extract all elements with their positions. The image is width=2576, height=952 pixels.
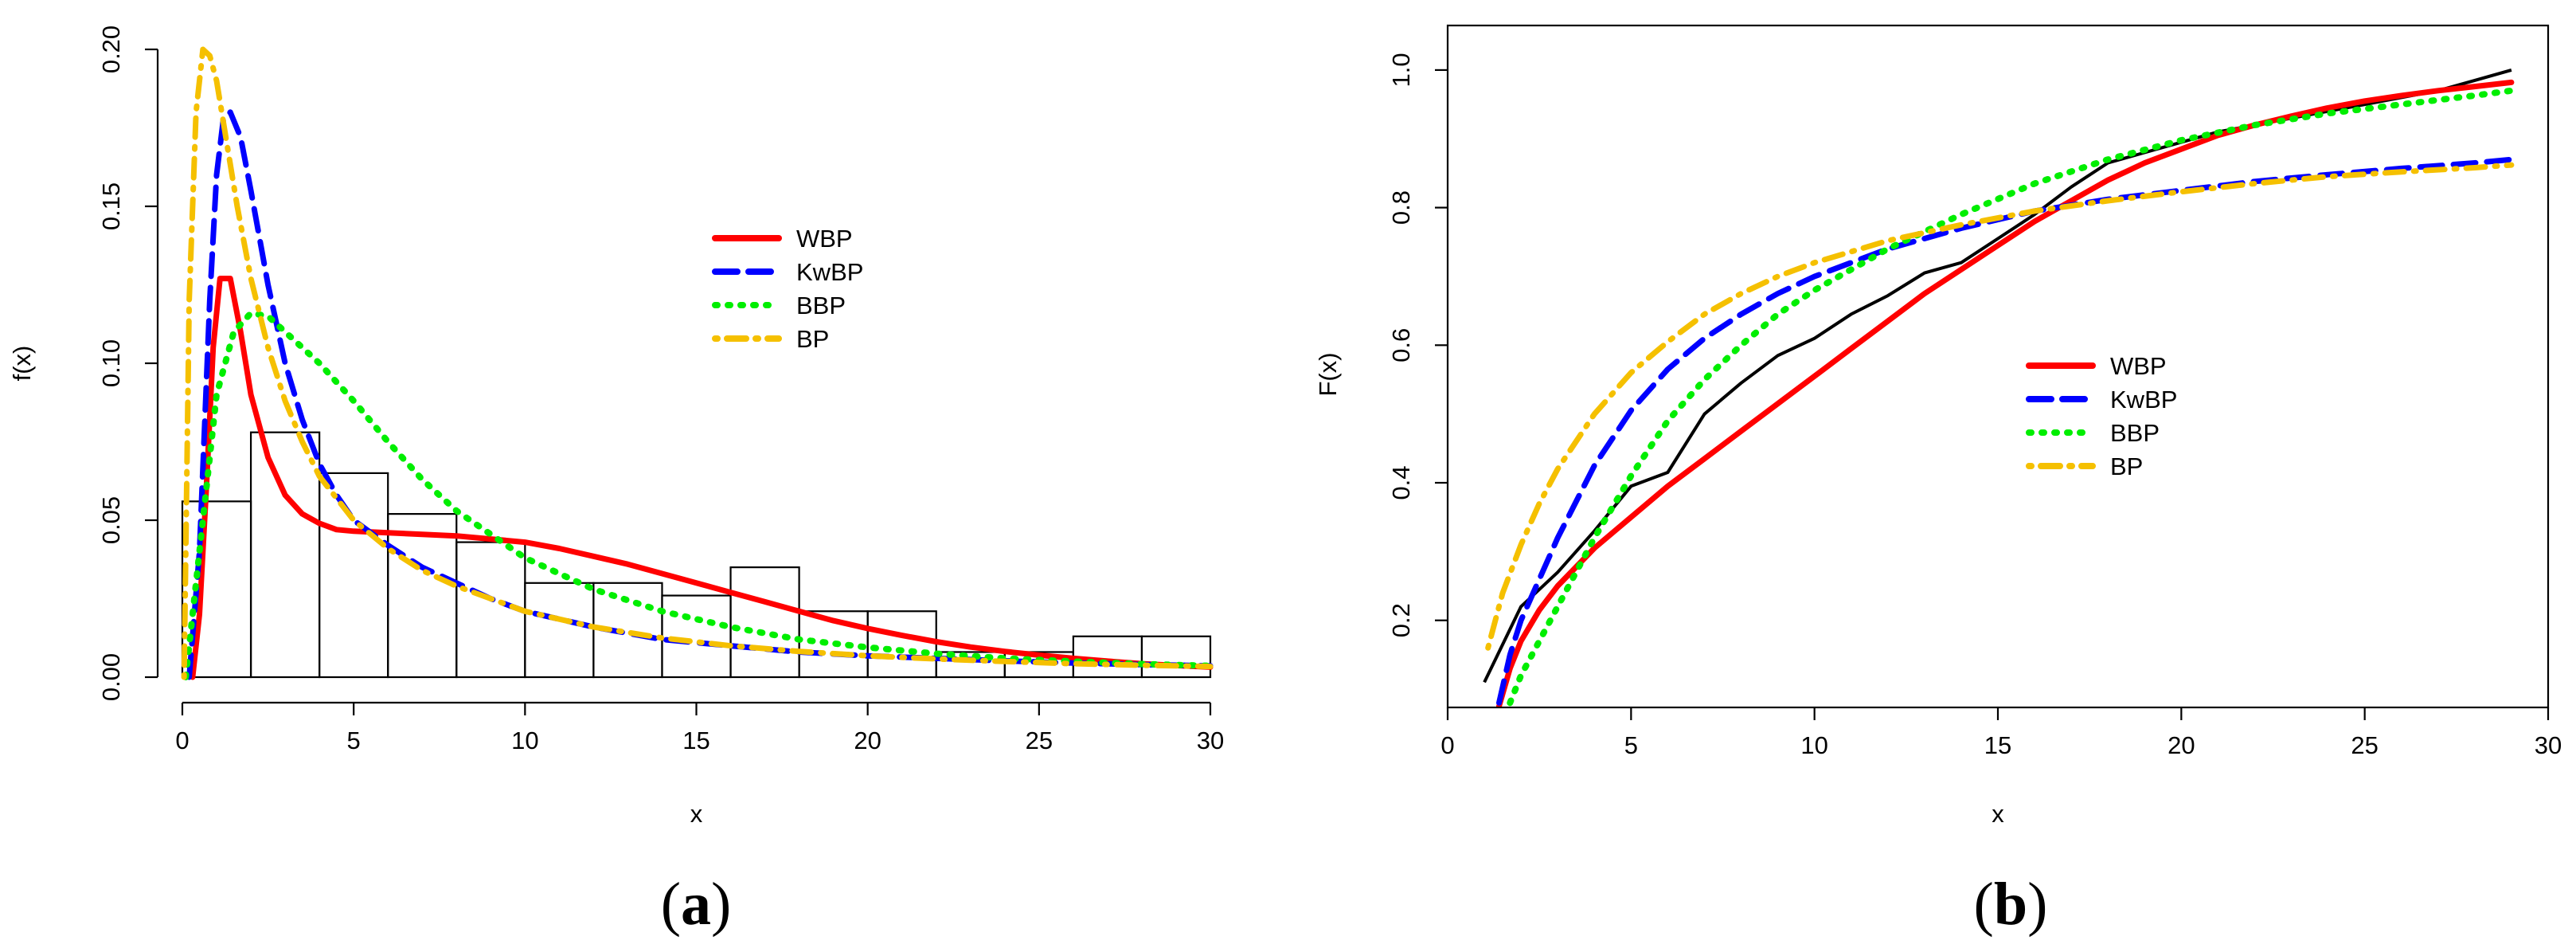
cdf-curve-bp <box>1485 162 2515 651</box>
empirical-cdf-line <box>1483 68 2512 684</box>
cdf-curve-bbp <box>1507 87 2515 707</box>
histogram-bar <box>319 472 389 679</box>
panel-a-y-tick-label: 0.10 <box>97 339 125 387</box>
histogram-bar <box>524 582 595 679</box>
panel-b-x-tick-label: 25 <box>2351 731 2378 759</box>
panel-a-legend-label-wbp: WBP <box>796 225 853 253</box>
histogram-bar <box>866 610 937 679</box>
panel-a-legend-label-bbp: BBP <box>796 292 846 319</box>
panel-b-axes: 0 5 10 15 20 25 30 0.2 0.4 0.6 0.8 1.0 <box>1387 24 2562 759</box>
panel-b-y-tick-label: 0.4 <box>1387 465 1415 500</box>
histogram-bar <box>729 566 800 679</box>
density-curve-bp <box>181 46 1214 680</box>
panel-a-label: (a) <box>661 871 732 938</box>
panel-b-y-tick-label: 0.2 <box>1387 603 1415 637</box>
panel-b-legend-label-bp: BP <box>2110 452 2143 480</box>
panel-b-y-axis-title: F(x) <box>1314 352 1342 396</box>
panel-b-x-tick-label: 20 <box>2168 731 2195 759</box>
panel-b-x-axis-title: x <box>1992 800 2004 828</box>
density-curve-bbp <box>182 310 1214 680</box>
panel-a-legend: WBP KwBP BBP BP <box>712 225 863 353</box>
panel-a-x-tick-label: 15 <box>682 727 709 754</box>
panel-b-legend-label-wbp: WBP <box>2110 352 2167 380</box>
histogram-bar <box>249 431 321 679</box>
panel-a-y-tick-label: 0.05 <box>97 496 125 544</box>
panel-a-y-axis-title: f(x) <box>8 346 36 382</box>
panel-b-y-tick-label: 0.6 <box>1387 328 1415 362</box>
panel-a-legend-label-bp: BP <box>796 325 829 353</box>
panel-a-x-axis-title: x <box>690 800 703 828</box>
panel-a-legend-label-kwbp: KwBP <box>796 258 863 286</box>
panel-a-x-tick-label: 30 <box>1197 727 1224 754</box>
panel-a-x-tick-label: 25 <box>1026 727 1053 754</box>
panel-a-x-tick-label: 10 <box>511 727 538 754</box>
panel-b-y-tick-label: 1.0 <box>1387 53 1415 87</box>
density-curve-wbp <box>190 276 1214 680</box>
panel-b-label: (b) <box>1974 871 2048 938</box>
density-curve-kwbp <box>186 109 1214 680</box>
histogram-bars <box>181 431 1212 679</box>
panel-a-x-tick-label: 5 <box>347 727 361 754</box>
panel-b-plot-frame <box>1446 24 2550 709</box>
histogram-bar <box>935 651 1006 679</box>
panel-a-letter: a <box>681 871 711 938</box>
panel-b-letter: b <box>1994 871 2027 938</box>
cdf-curves-clipped <box>1483 68 2515 707</box>
panel-b-x-tick-label: 15 <box>1984 731 2011 759</box>
histogram-bar <box>387 513 458 679</box>
panel-b-legend-label-kwbp: KwBP <box>2110 386 2177 413</box>
density-curves <box>181 46 1214 680</box>
cdf-curve-wbp <box>1496 79 2515 707</box>
panel-b-cdf-chart: 0 5 10 15 20 25 30 0.2 0.4 0.6 0.8 1.0 WBP KwBP BBP BP… <box>1314 24 2562 938</box>
panel-a-axes: 0 5 10 15 20 25 30 0.00 0.05 0.10 0.15 0.20 <box>97 25 1224 754</box>
panel-b-legend-label-bbp: BBP <box>2110 419 2160 447</box>
panel-b-legend: WBP KwBP BBP BP <box>2026 352 2177 480</box>
panel-b-y-tick-label: 0.8 <box>1387 190 1415 225</box>
panel-b-x-tick-label: 0 <box>1440 731 1454 759</box>
panel-b-x-tick-label: 10 <box>1800 731 1827 759</box>
panel-a-x-tick-label: 0 <box>175 727 189 754</box>
panel-a-y-tick-label: 0.00 <box>97 653 125 701</box>
panel-a-x-tick-label: 20 <box>854 727 881 754</box>
panel-a-density-chart: 0 5 10 15 20 25 30 0.00 0.05 0.10 0.15 0.20 WBP KwBP… <box>8 25 1224 938</box>
panel-a-y-tick-label: 0.15 <box>97 182 125 230</box>
panel-b-x-tick-label: 30 <box>2535 731 2562 759</box>
cdf-curves <box>1483 68 2515 707</box>
panel-a-y-tick-label: 0.20 <box>97 25 125 73</box>
panel-b-x-tick-label: 5 <box>1624 731 1638 759</box>
histogram-bar <box>1140 635 1212 679</box>
